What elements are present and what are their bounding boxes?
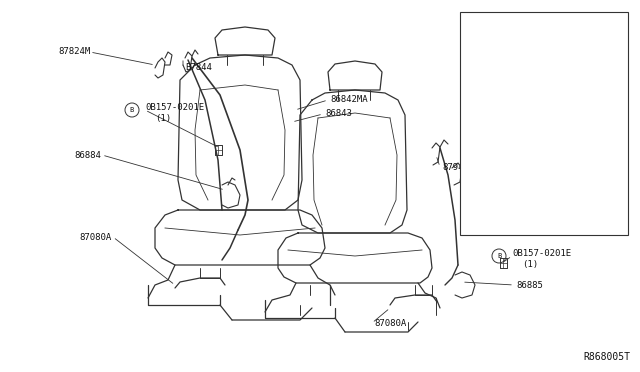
Text: 0B157-0201E: 0B157-0201E [145, 103, 204, 112]
Text: (BELT EXTENDER): (BELT EXTENDER) [517, 32, 596, 42]
Text: 87924M: 87924M [540, 208, 572, 218]
Text: B: B [130, 107, 134, 113]
Text: 87924M: 87924M [567, 145, 597, 154]
Text: (1): (1) [155, 113, 171, 122]
Bar [460, 12, 628, 235]
Text: 87824M: 87824M [59, 48, 91, 57]
Text: 87080A: 87080A [374, 318, 406, 327]
Text: B7844: B7844 [185, 64, 212, 73]
Text: 87944: 87944 [442, 163, 469, 171]
Text: 86848P: 86848P [517, 22, 548, 32]
Text: 86884: 86884 [74, 151, 101, 160]
Text: (1): (1) [522, 260, 538, 269]
Text: R868005T: R868005T [583, 352, 630, 362]
Text: 87080A: 87080A [80, 232, 112, 241]
Text: 86842MA: 86842MA [330, 96, 367, 105]
Text: 86885: 86885 [516, 280, 543, 289]
Text: 86843: 86843 [325, 109, 352, 119]
Text: B: B [497, 253, 501, 259]
Text: 0B157-0201E: 0B157-0201E [512, 250, 571, 259]
